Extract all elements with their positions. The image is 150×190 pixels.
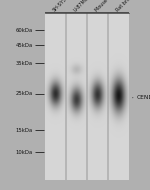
Text: 60kDa: 60kDa bbox=[16, 28, 33, 32]
Text: Mouse brain: Mouse brain bbox=[94, 0, 119, 12]
Text: 15kDa: 15kDa bbox=[16, 128, 33, 133]
Text: 10kDa: 10kDa bbox=[16, 150, 33, 155]
Text: CEND1: CEND1 bbox=[136, 95, 150, 100]
Text: U-87MG: U-87MG bbox=[73, 0, 90, 12]
Text: SH-SY5Y: SH-SY5Y bbox=[52, 0, 70, 12]
Text: Rat brain: Rat brain bbox=[115, 0, 134, 12]
Text: 35kDa: 35kDa bbox=[16, 61, 33, 66]
Text: 45kDa: 45kDa bbox=[16, 43, 33, 48]
Text: 25kDa: 25kDa bbox=[16, 91, 33, 96]
